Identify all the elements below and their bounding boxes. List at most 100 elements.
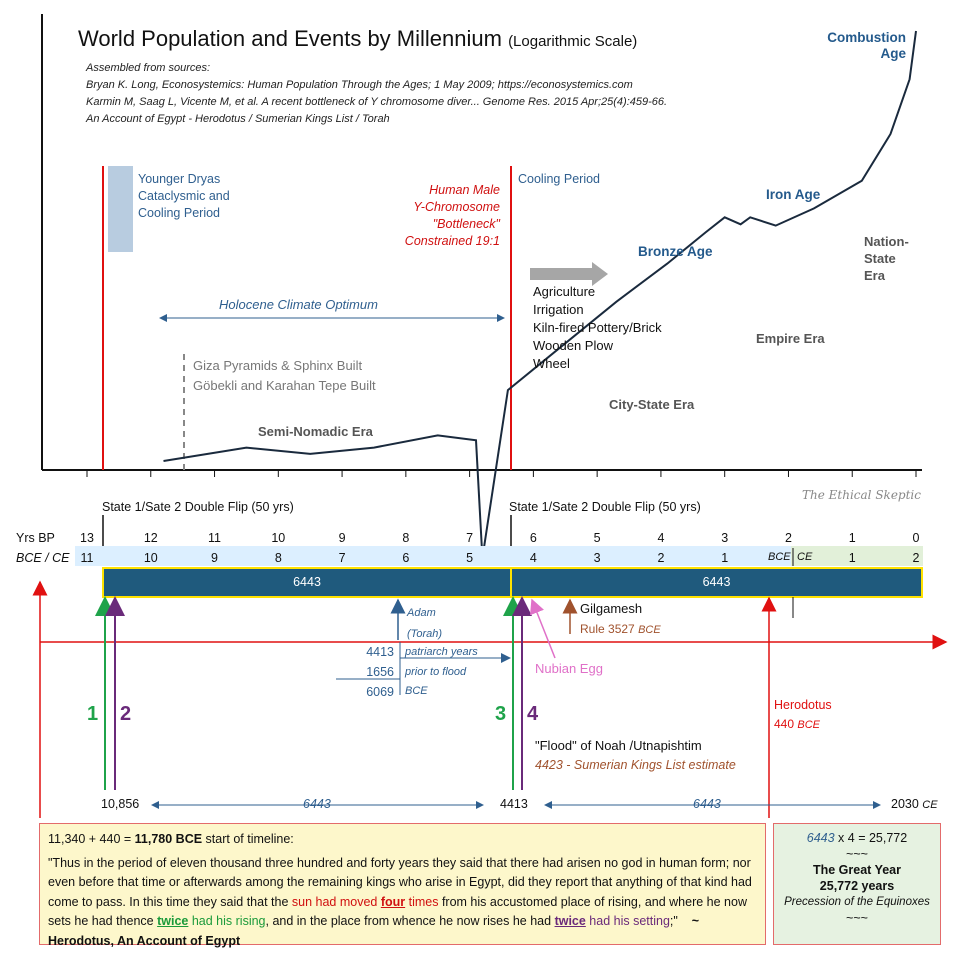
empire-era-label: Empire Era xyxy=(756,331,825,346)
bottleneck-l2: Y-Chromosome xyxy=(413,200,500,214)
great-year-precession: Precession of the Equinoxes xyxy=(784,896,930,908)
combustion-l1: Combustion xyxy=(827,30,906,45)
nubian-arrow xyxy=(530,598,556,659)
cooling-period-label: Cooling Period xyxy=(518,172,600,186)
flip-label-right: State 1/Sate 2 Double Flip (50 yrs) xyxy=(509,500,701,514)
younger-dryas-l1: Younger Dryas xyxy=(138,172,221,186)
great-year-box: 6443 x 4 = 25,772 ~~~ The Great Year 25,… xyxy=(773,823,941,945)
bce-tick-label: 9 xyxy=(211,551,218,565)
bce-tick-label: 3 xyxy=(593,551,601,565)
bce-tick-label: 2 xyxy=(912,551,920,565)
bp-tick-label: 7 xyxy=(466,531,474,545)
herodotus-label: Herodotus xyxy=(774,698,832,712)
innovations-list: Agriculture Irrigation Kiln-fired Potter… xyxy=(533,283,662,373)
population-series-line xyxy=(163,30,917,559)
bce-ce-label: BCE / CE xyxy=(16,551,70,565)
herodotus-year: 440 BCE xyxy=(774,717,820,731)
bce-tick-label: 1 xyxy=(721,551,729,565)
bce-tick-label: 4 xyxy=(529,551,537,565)
bce-tick-label: 5 xyxy=(466,551,474,565)
marker-2-label: 2 xyxy=(120,703,132,725)
sources-block: Assembled from sources: Bryan K. Long, E… xyxy=(86,60,667,128)
x-axis-ticks xyxy=(86,470,917,477)
bottom-right-year-text: 2030 xyxy=(891,797,919,811)
younger-dryas-l3: Cooling Period xyxy=(138,206,220,220)
younger-dryas-band xyxy=(108,166,133,252)
flip-label-left: State 1/Sate 2 Double Flip (50 yrs) xyxy=(102,500,294,514)
nation-state-era-label: Nation- State Era xyxy=(864,233,909,284)
source-3: An Account of Egypt - Herodotus / Sumeri… xyxy=(86,113,390,125)
sources-heading: Assembled from sources: xyxy=(86,62,211,74)
quote-calc: 11,340 + 440 = 11,780 BCE start of timel… xyxy=(48,830,757,850)
younger-dryas-l2: Cataclysmic and xyxy=(138,189,230,203)
herodotus-quote-box: 11,340 + 440 = 11,780 BCE start of timel… xyxy=(39,823,766,948)
quote-sun: sun had moved xyxy=(291,894,381,909)
iron-age-label: Iron Age xyxy=(766,187,821,202)
bce-tick-label: 7 xyxy=(338,551,346,565)
semi-nomadic-era-label: Semi-Nomadic Era xyxy=(258,424,373,439)
bp-tick-label: 8 xyxy=(402,531,410,545)
bp-tick-label: 4 xyxy=(657,531,665,545)
yrs-bp-label: Yrs BP xyxy=(16,531,55,545)
bce-row-cell xyxy=(75,546,791,566)
quote-text: "Thus in the period of eleven thousand t… xyxy=(48,854,757,952)
patriarch-n2: 1656 xyxy=(366,665,394,679)
adam-l2: (Torah) xyxy=(407,628,443,640)
holocene-label: Holocene Climate Optimum xyxy=(219,297,378,312)
bronze-age-label: Bronze Age xyxy=(638,244,713,259)
marker-3-label: 3 xyxy=(495,703,507,725)
bottleneck-label: Human Male Y-Chromosome "Bottleneck" Con… xyxy=(400,182,500,250)
bp-tick-label: 10 xyxy=(271,531,286,545)
innovation-item: Irrigation xyxy=(533,302,584,317)
quote-part: , and in the place from whence he now ri… xyxy=(265,914,555,928)
bp-tick-label: 12 xyxy=(143,531,158,545)
herodotus-bce: BCE xyxy=(797,719,820,731)
nation-state-l3: Era xyxy=(864,268,885,283)
ce-row-cell xyxy=(791,546,923,566)
calc-suffix: start of timeline: xyxy=(202,832,294,846)
marker-4-label: 4 xyxy=(527,703,539,725)
flood-estimate: 4423 - Sumerian Kings List estimate xyxy=(535,758,736,772)
quote-twice-1: twice xyxy=(157,914,189,928)
bce-tick-label: 8 xyxy=(274,551,282,565)
chart-subtitle: (Logarithmic Scale) xyxy=(508,33,638,50)
gilgamesh-label: Gilgamesh xyxy=(580,601,643,616)
bp-tick-label: 0 xyxy=(912,531,920,545)
great-year-name: The Great Year xyxy=(812,863,901,877)
adam-l1: Adam xyxy=(407,607,436,619)
pyramids-label: Giza Pyramids & Sphinx Built Göbekli and… xyxy=(193,356,376,396)
quote-times: times xyxy=(405,894,439,909)
period-left-value: 6443 xyxy=(293,575,321,589)
calc-bold: 11,780 BCE xyxy=(134,832,203,846)
watermark: The Ethical Skeptic xyxy=(802,488,921,502)
patriarch-t1: patriarch years xyxy=(405,646,478,658)
calc-prefix: 11,340 + 440 = xyxy=(48,832,135,846)
combustion-l2: Age xyxy=(880,46,906,61)
gilgamesh-bce: BCE xyxy=(638,624,661,636)
innovation-arrow xyxy=(530,262,608,286)
pyramids-l2: Göbekli and Karahan Tepe Built xyxy=(193,378,376,393)
bp-tick-label: 2 xyxy=(784,531,792,545)
quote-had-setting: had his setting xyxy=(585,914,670,928)
combustion-age-label: Combustion Age xyxy=(820,30,906,62)
period-bar-right xyxy=(510,567,923,598)
bce-tick-label: 11 xyxy=(80,551,94,565)
bp-tick-label: 6 xyxy=(529,531,537,545)
pyramids-l1: Giza Pyramids & Sphinx Built xyxy=(193,358,363,373)
bp-tick-label: 1 xyxy=(848,531,856,545)
great-year-num: 6443 xyxy=(806,831,835,845)
bottleneck-l4: Constrained 19:1 xyxy=(404,234,500,248)
city-state-era-label: City-State Era xyxy=(609,397,695,412)
quote-part: from his accustomed place of rising, and… xyxy=(48,894,747,929)
bottom-mid-year: 4413 xyxy=(500,797,528,811)
patriarch-t2: prior to flood xyxy=(405,665,467,678)
bp-tick-label: 9 xyxy=(338,531,346,545)
bottom-right-year: 2030 CE xyxy=(891,797,938,811)
bottom-right-ce: CE xyxy=(922,799,938,811)
bce-tick-label: 10 xyxy=(143,551,158,565)
flood-label: "Flood" of Noah /Utnapishtim xyxy=(535,738,702,753)
innovation-item: Kiln-fired Pottery/Brick xyxy=(533,320,662,335)
patriarch-n3: 6069 xyxy=(366,685,394,699)
